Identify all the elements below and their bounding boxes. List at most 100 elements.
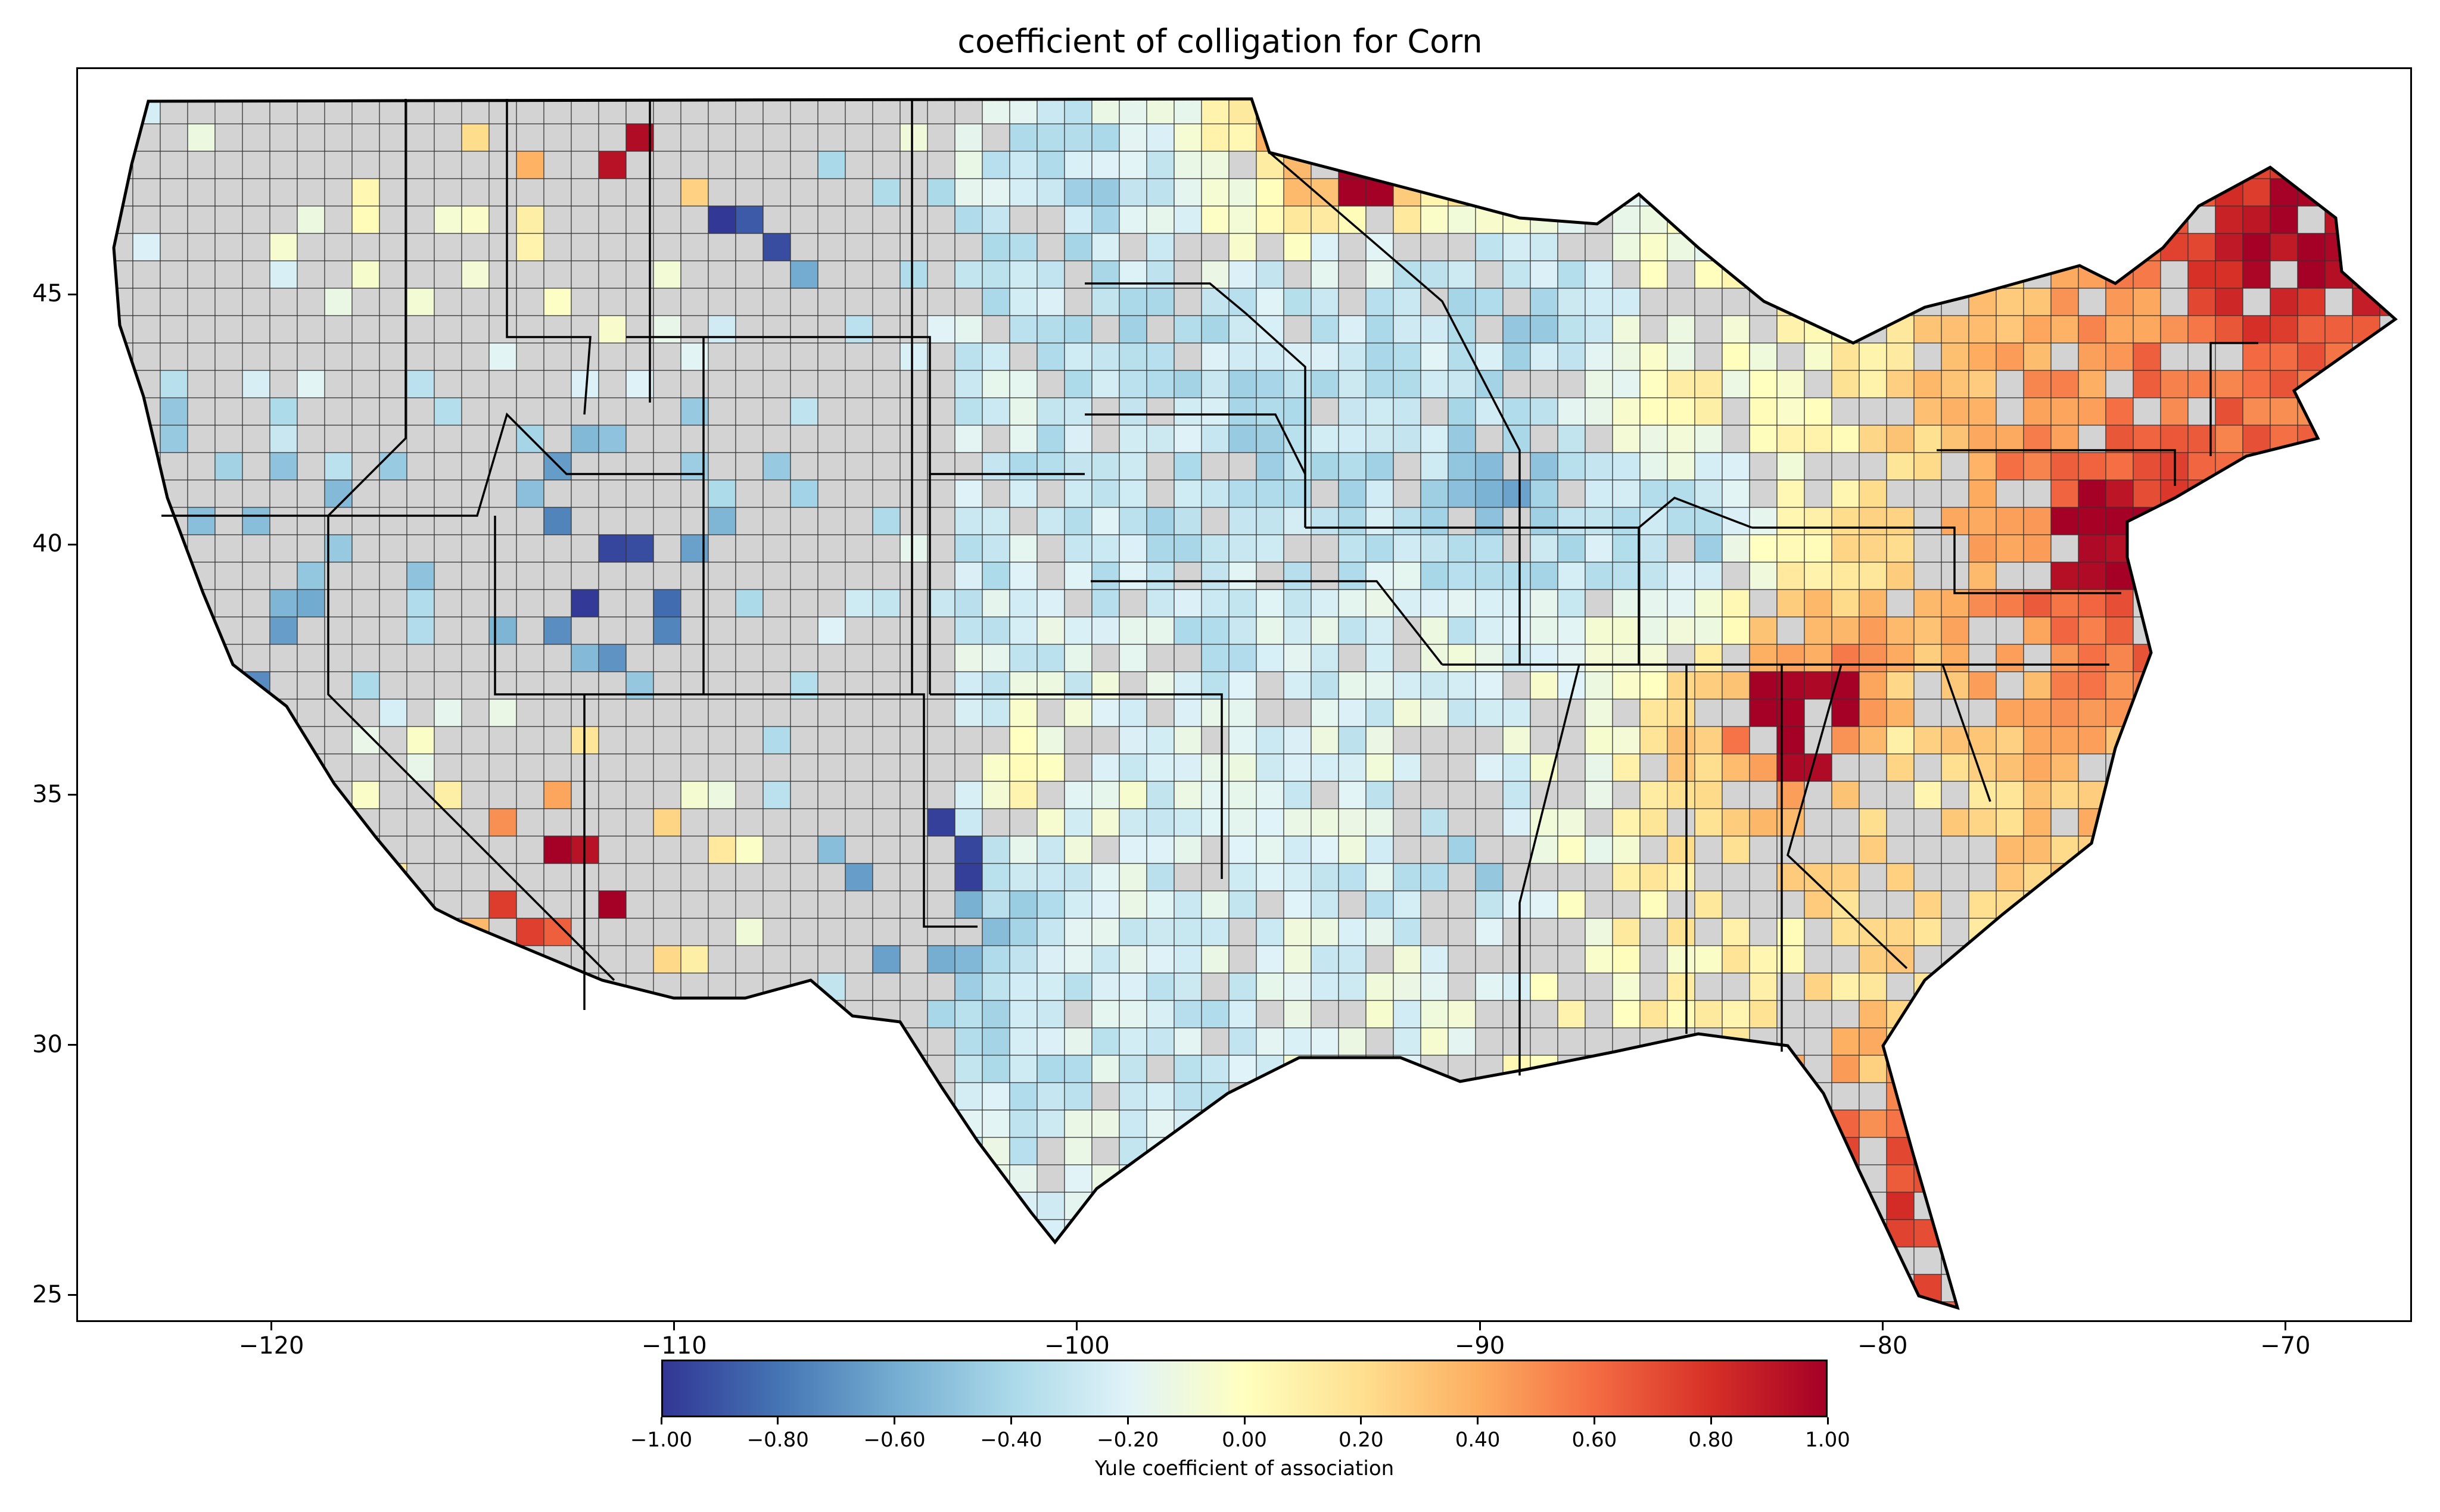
county-cell [269,123,298,152]
county-cell [790,1219,818,1248]
county-cell [114,753,133,782]
county-cell [790,479,818,508]
county-cell [2379,1274,2395,1302]
county-cell [2215,1109,2243,1138]
county-cell [434,671,462,700]
county-cell [2023,1164,2052,1193]
county-cell [708,863,736,891]
county-cell [2324,315,2353,344]
county-cell [1722,863,1750,891]
county-cell [1338,863,1367,891]
county-cell [2050,315,2079,344]
county-cell [1612,452,1641,481]
county-cell [2270,671,2298,700]
county-cell [1722,972,1750,1001]
county-cell [1941,1000,1969,1028]
county-cell [1886,425,1915,453]
county-cell [269,836,298,864]
county-cell [1448,1164,1476,1193]
county-cell [625,562,654,590]
county-cell [1612,1109,1641,1138]
county-cell [160,69,188,96]
county-cell [78,179,105,206]
county-cell [1365,1246,1394,1275]
county-cell [1228,699,1257,727]
county-cell [2160,1137,2189,1165]
county-cell [1913,178,1942,207]
county-cell [2352,425,2380,453]
county-cell [2187,918,2216,946]
county-cell [351,1164,380,1193]
county-cell [1256,479,1284,508]
county-cell [1338,808,1367,837]
county-cell [872,1274,901,1302]
county-cell [2352,151,2380,179]
county-cell [1338,534,1367,563]
county-cell [571,1027,599,1056]
county-cell [1913,863,1942,891]
county-cell [1311,671,1339,700]
county-cell [1475,808,1504,837]
county-cell [379,1137,407,1165]
county-cell [2352,863,2380,891]
county-cell [406,452,435,481]
county-cell [1311,534,1339,563]
county-cell [2078,507,2106,535]
county-cell [1585,863,1613,891]
county-cell [269,589,298,618]
county-cell [1996,808,2024,837]
county-cell [434,534,462,563]
county-cell [708,781,736,809]
county-cell [2324,397,2353,426]
county-cell [1475,123,1504,152]
county-cell [434,1164,462,1193]
county-cell [762,1109,791,1138]
county-cell [434,836,462,864]
county-cell [2078,342,2106,371]
county-cell [1064,479,1093,508]
county-cell [817,1192,846,1220]
county-cell [762,479,791,508]
county-cell [160,890,188,919]
county-cell [1968,205,1997,234]
county-cell [2324,1109,2353,1138]
county-cell [2078,753,2106,782]
county-cell [2050,99,2079,124]
county-cell [1776,1055,1805,1083]
county-cell [2324,1055,2353,1083]
county-cell [1064,562,1093,590]
county-cell [351,1274,380,1302]
county-cell [1365,123,1394,152]
county-cell [269,1164,298,1193]
county-cell [1557,1027,1586,1056]
county-cell [680,1301,709,1308]
county-cell [379,644,407,672]
county-cell [1585,1192,1613,1220]
county-cell [1311,1055,1339,1083]
county-cell [1091,315,1120,344]
county-cell [160,1137,188,1165]
county-cell [543,945,572,974]
county-cell [187,123,216,152]
county-cell [242,918,270,946]
county-cell [543,425,572,453]
county-cell [324,1219,353,1248]
county-cell [516,370,544,398]
county-cell [1886,1192,1915,1220]
county-cell [762,1000,791,1028]
county-cell [1859,863,1887,891]
county-cell [351,288,380,316]
county-cell [1256,342,1284,371]
county-cell [1886,671,1915,700]
county-cell [2105,178,2134,207]
county-cell [1804,370,1832,398]
county-cell [708,1137,736,1165]
county-cell [900,370,928,398]
county-cell [2023,836,2052,864]
county-cell [1557,1274,1586,1302]
county-cell [2023,726,2052,755]
county-cell [653,151,681,179]
county-cell [735,288,764,316]
county-cell [114,260,133,289]
county-cell [1941,1055,1969,1083]
